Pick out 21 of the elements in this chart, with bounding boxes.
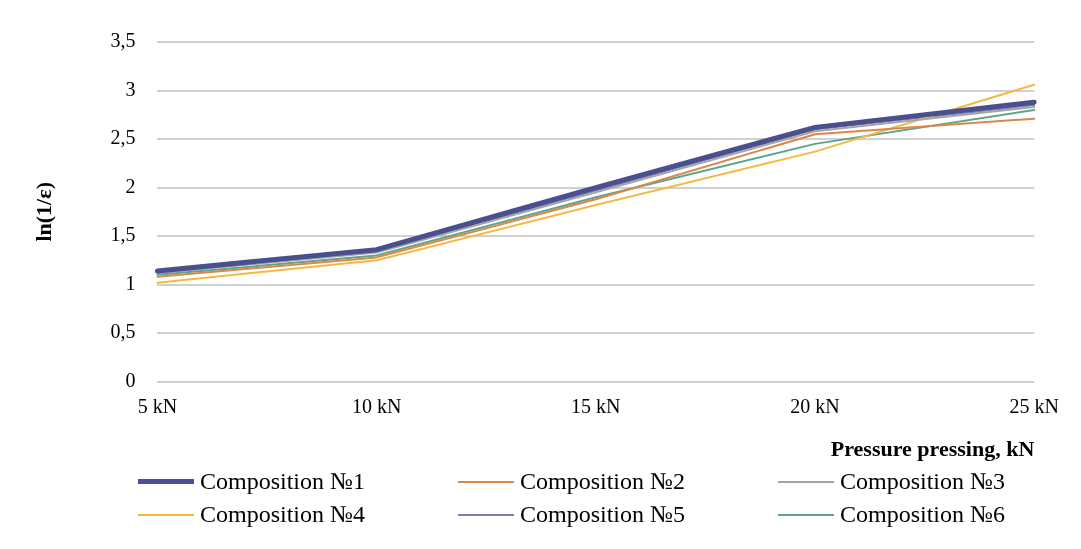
- y-tick-label: 3: [125, 77, 136, 100]
- y-tick-label: 2,5: [110, 126, 136, 149]
- y-axis-title: ln(1/ε): [30, 182, 56, 242]
- legend-label: Composition №6: [840, 501, 1005, 528]
- legend-label: Composition №3: [840, 468, 1005, 495]
- x-axis-title: Pressure pressing, kN: [830, 436, 1035, 462]
- x-tick-label: 5 kN: [137, 394, 178, 417]
- y-tick-label: 0: [125, 368, 136, 391]
- y-tick-label: 1,5: [110, 223, 136, 246]
- legend-label: Composition №2: [520, 468, 685, 495]
- x-tick-label: 20 kN: [790, 394, 840, 417]
- y-tick-label: 2: [125, 174, 136, 197]
- legend-label: Composition №4: [200, 501, 365, 528]
- legend-label: Composition №1: [200, 468, 365, 495]
- y-tick-label: 0,5: [110, 320, 136, 343]
- x-tick-label: 25 kN: [1009, 394, 1059, 417]
- x-tick-label: 15 kN: [571, 394, 621, 417]
- x-tick-label: 10 kN: [351, 394, 402, 417]
- legend-label: Composition №5: [520, 501, 685, 528]
- y-tick-label: 3,5: [110, 29, 136, 52]
- y-tick-label: 1: [125, 271, 136, 294]
